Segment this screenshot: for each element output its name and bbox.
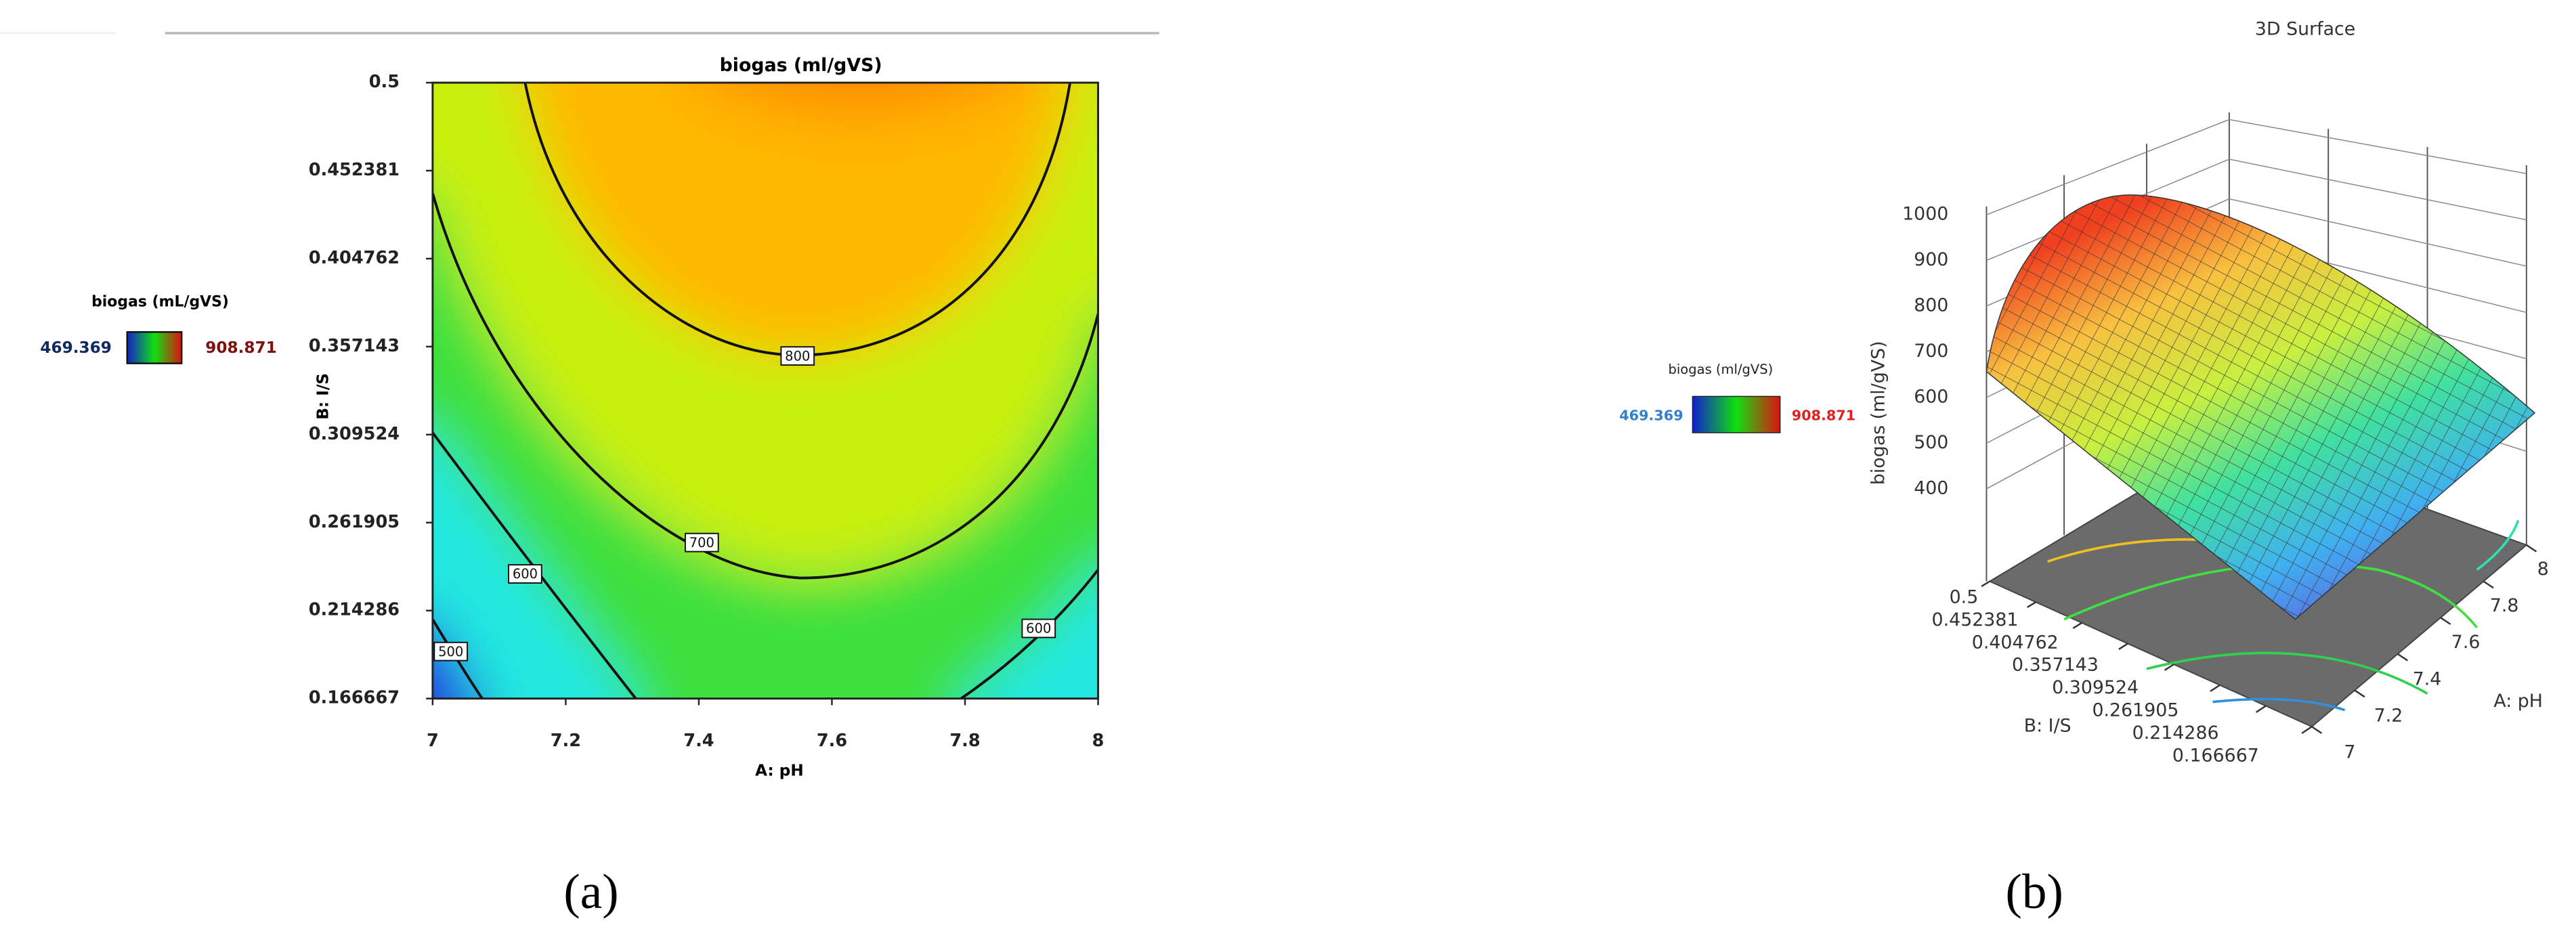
y-tick-label: 0.452381 (309, 160, 400, 180)
contour-label: 700 (689, 535, 714, 551)
y-tick-label: 0.261905 (2092, 700, 2178, 721)
contour-line (960, 569, 1098, 699)
x-tick (2397, 653, 2408, 662)
z-tick-label: 600 (1914, 387, 1948, 408)
y-tick (2210, 684, 2220, 692)
y-tick (2072, 622, 2082, 629)
y-axis-label: B: I/S (2024, 716, 2071, 737)
y-axis-label: B: I/S (314, 373, 332, 420)
y-tick (1981, 580, 1990, 587)
contour-label: 600 (513, 566, 538, 582)
x-tick (2526, 544, 2537, 553)
x-tick-label: 7.6 (2451, 632, 2481, 653)
y-tick-label: 0.309524 (309, 424, 400, 444)
label-box (684, 532, 719, 553)
y-tick-label: 0.166667 (2172, 745, 2259, 766)
caption: (a) (563, 864, 618, 919)
x-tick (2311, 726, 2323, 734)
contour-label: 500 (438, 644, 463, 660)
x-tick-label: 7.4 (683, 731, 714, 751)
legend-min: 469.369 (40, 339, 111, 357)
x-tick (2483, 580, 2494, 589)
colorbar (126, 331, 183, 364)
x-tick-label: 7.2 (551, 731, 581, 751)
z-tick-label: 400 (1914, 477, 1948, 498)
y-tick (2255, 705, 2267, 713)
z-axis-label: biogas (ml/gVS) (1868, 341, 1889, 485)
contour-labels: 800 700 600 600 500 (433, 346, 1056, 662)
y-tick-label: 0.404762 (1972, 632, 2059, 653)
plot-frame (431, 81, 1100, 700)
contour-line (432, 618, 484, 699)
contour-line (432, 431, 637, 699)
label-box (1021, 618, 1056, 639)
x-axis-label: A: pH (755, 762, 804, 779)
y-tick-label: 0.404762 (309, 248, 400, 268)
x-tick-label: 7.4 (2413, 668, 2442, 689)
contour-label: 800 (785, 348, 810, 364)
y-tick (2118, 643, 2128, 650)
contour-line (432, 192, 1098, 580)
z-tick-label: 700 (1914, 341, 1948, 362)
x-tick-label: 7 (2344, 742, 2355, 763)
x-tick-label: 7.2 (2374, 705, 2403, 726)
z-tick-label: 800 (1914, 295, 1948, 316)
chart-title: biogas (ml/gVS) (720, 55, 882, 76)
x-tick-label: 7.8 (949, 731, 980, 751)
chart-title: 3D Surface (2255, 19, 2355, 40)
x-tick-label: 7.6 (817, 731, 847, 751)
y-tick (2301, 726, 2313, 734)
y-tick-label: 0.5 (1950, 586, 1979, 607)
label-box (433, 641, 469, 662)
caption: (b) (2006, 864, 2063, 919)
x-tick-label: 7 (427, 731, 439, 751)
x-tick-label: 7.8 (2490, 595, 2519, 616)
legend-max: 908.871 (205, 339, 276, 357)
y-tick-label: 0.309524 (2052, 677, 2139, 698)
x-tick (2440, 617, 2451, 625)
legend-title: biogas (ml/gVS) (1669, 362, 1774, 377)
wall-grid (1986, 118, 2527, 215)
x-axis-label: A: pH (2493, 691, 2543, 712)
y-tick-label: 0.357143 (309, 336, 400, 356)
z-tick-label: 1000 (1902, 204, 1948, 225)
legend-title: biogas (mL/gVS) (91, 293, 229, 310)
y-tick-label: 0.214286 (2132, 723, 2219, 744)
label-box (508, 564, 542, 584)
y-tick (2164, 664, 2174, 671)
y-tick-label: 0.261905 (309, 512, 400, 532)
legend-min: 469.369 (1619, 408, 1683, 424)
y-tick-label: 0.452381 (1932, 609, 2019, 630)
contour-field (432, 83, 1098, 699)
y-tick (2027, 601, 2036, 608)
x-tick-label: 8 (2537, 559, 2549, 580)
z-tick-label: 900 (1914, 249, 1948, 270)
y-tick-label: 0.357143 (2012, 655, 2099, 676)
x-tick (2354, 689, 2365, 698)
contour-label: 600 (1026, 621, 1051, 637)
z-tick-label: 500 (1914, 432, 1948, 453)
y-tick-label: 0.5 (369, 72, 400, 92)
y-tick-label: 0.214286 (309, 600, 400, 620)
y-tick-label: 0.166667 (309, 688, 400, 708)
colorbar (1692, 395, 1781, 433)
legend-max: 908.871 (1792, 408, 1855, 424)
label-box (780, 346, 815, 366)
x-tick-label: 8 (1092, 731, 1104, 751)
